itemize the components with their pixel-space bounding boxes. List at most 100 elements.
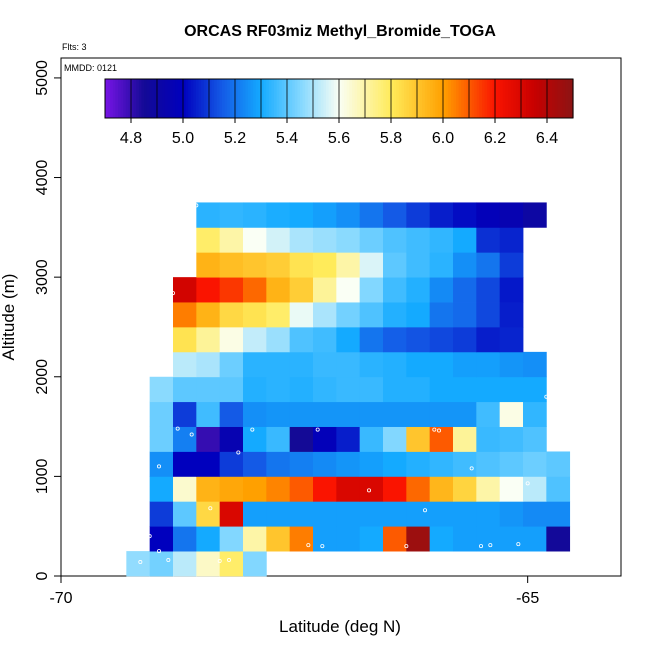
sample-point [236,450,241,455]
heatmap-cell [243,277,267,303]
heatmap-cell [243,426,267,452]
colorbar-segment [380,79,384,118]
heatmap-cell [406,351,431,378]
heatmap-cell [219,326,244,353]
heatmap-cell [266,401,291,427]
colorbar-segment [310,79,314,118]
heatmap-cell [476,376,501,403]
heatmap-cell [499,326,524,353]
sample-point [320,544,325,549]
colorbar-segment [536,79,540,118]
colorbar-segment [372,79,376,118]
sample-points [138,203,586,565]
heatmap-cell [336,227,361,253]
colorbar-segment [510,79,514,118]
heatmap-cell [313,302,337,328]
heatmap-cell [336,202,361,228]
colorbar-segment [313,79,317,118]
heatmap-cell [336,252,361,278]
heatmap-cell [546,526,571,552]
heatmap-cell [453,451,477,477]
colorbar-segment [427,79,431,118]
heatmap-cell [476,227,501,253]
colorbar-segment [183,79,187,118]
heatmap-cell [383,326,407,353]
heatmap-cell [336,451,361,477]
sample-point [488,543,493,548]
colorbar-tick-label: 5.6 [328,130,350,147]
colorbar-segment [125,79,129,118]
heatmap-cell [523,451,547,477]
colorbar-segment [133,79,137,118]
heatmap-cell [523,476,547,502]
heatmap-cell [453,376,477,403]
colorbar-segment [456,79,460,118]
heatmap-cell [313,501,337,527]
colorbar-segment [162,79,166,118]
heatmap-cell [499,401,524,427]
colorbar-segment [289,79,293,118]
heatmap-cell [149,376,174,403]
colorbar-segment [193,79,197,118]
colorbar-segment [528,79,532,118]
colorbar-segment [495,79,499,118]
heatmap-cell [406,277,431,303]
colorbar-segment [294,79,298,118]
colorbar-tick-label: 5.2 [224,130,246,147]
mmdd-label: MMDD: 0121 [64,63,117,73]
colorbar-tick-label: 4.8 [120,130,142,147]
colorbar-segment [229,79,233,118]
y-tick-label: 0 [34,571,51,580]
heatmap-cell [499,526,524,552]
sample-point [404,544,409,549]
heatmap-cell [336,326,361,353]
heatmap-cell [149,426,174,452]
colorbar-segment [432,79,436,118]
heatmap-cell [289,227,314,253]
colorbar-segment [471,79,475,118]
colorbar-segment [315,79,319,118]
sample-point [544,394,549,399]
colorbar-segment [435,79,439,118]
sample-point [194,203,199,208]
colorbar-segment [404,79,408,118]
colorbar-segment [250,79,254,118]
colorbar-segment [508,79,512,118]
heatmap-cell [196,551,221,577]
colorbar-tick-label: 5.0 [172,130,194,147]
heatmap-cell [406,202,431,228]
colorbar-segment [453,79,457,118]
heatmap-cell [476,252,501,278]
heatmap-cell [546,451,571,477]
colorbar-segment [274,79,278,118]
x-tick-label: -65 [516,590,539,607]
colorbar-segment [190,79,194,118]
heatmap-cell [429,227,454,253]
colorbar-segment [505,79,509,118]
heatmap-cell [173,426,197,452]
heatmap-cell [313,476,337,502]
sample-point [581,307,586,312]
colorbar-segment [489,79,493,118]
colorbar-tick-label: 5.8 [380,130,402,147]
heatmap-cell [359,202,384,228]
heatmap-cell [476,451,501,477]
colorbar-segment [547,79,551,118]
colorbar-segment [159,79,163,118]
colorbar-segment [411,79,415,118]
colorbar-segment [430,79,434,118]
sample-point [156,464,161,469]
colorbar-segment [305,79,309,118]
heatmap-cell [336,302,361,328]
colorbar-segment [448,79,452,118]
heatmap-cell [243,376,267,403]
colorbar-segment [326,79,330,118]
sample-point [138,560,143,565]
heatmap-cell [453,501,477,527]
colorbar-segment [144,79,148,118]
heatmap-cell [383,202,407,228]
heatmap-cell [219,401,244,427]
heatmap-cell [429,476,454,502]
heatmap-cell [266,376,291,403]
colorbar-segment [292,79,296,118]
